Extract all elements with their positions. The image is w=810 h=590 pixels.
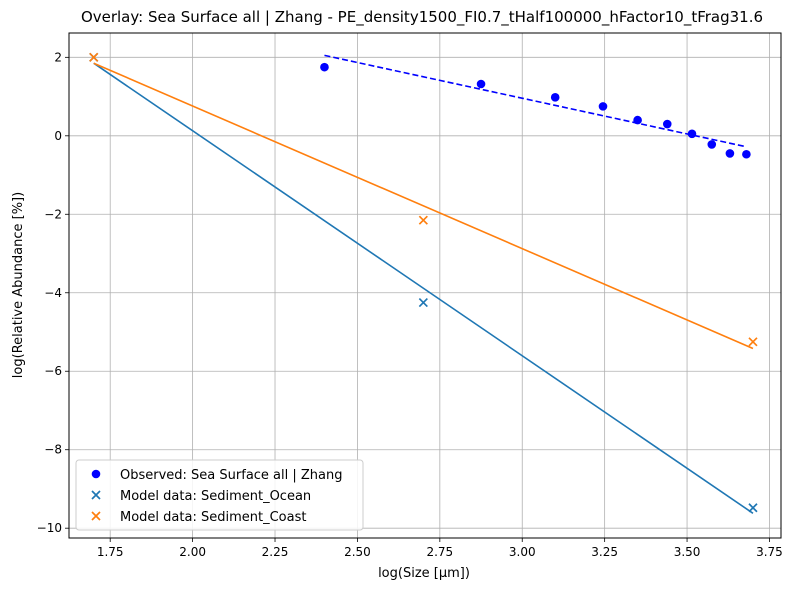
observed-point [598,102,608,111]
x-axis-label: log(Size [µm]) [378,566,470,581]
observed-point [662,119,672,129]
y-tick-label: −2 [44,207,62,221]
legend-label: Observed: Sea Surface all | Zhang [120,468,343,483]
legend-marker [91,469,101,479]
y-tick-label: 0 [54,129,62,143]
legend-label: Model data: Sediment_Ocean [120,489,311,504]
observed-point [707,140,717,149]
observed-point [687,129,697,139]
x-tick-label: 2.00 [179,545,206,559]
x-tick-label: 3.00 [509,545,536,559]
model-point [748,337,758,347]
legend: Observed: Sea Surface all | Zhang Model d… [75,459,364,531]
model-point [748,503,758,513]
y-axis-label: log(Relative Abundance [%]) [11,192,26,378]
y-tick-label: −4 [44,286,62,300]
x-tick-label: 2.25 [262,545,289,559]
fit-line [324,54,747,148]
data-marks [89,52,758,513]
legend-label: Model data: Sediment_Coast [120,510,306,525]
x-tick-label: 1.75 [97,545,124,559]
y-tick-label: −6 [44,364,62,378]
observed-point [633,115,642,125]
observed-point [742,149,751,159]
model-point [89,52,99,62]
y-tick-label: −10 [37,521,62,535]
model-point [418,215,428,225]
plot-frame [68,32,782,539]
fit-lines [93,54,754,514]
observed-point [320,62,329,72]
y-tick-label: −8 [44,443,62,457]
observed-point [476,79,486,89]
observed-point [725,149,735,158]
legend-marker [91,490,101,500]
x-tick-label: 2.75 [426,545,453,559]
x-tick-label: 2.50 [344,545,371,559]
x-tick-label: 3.25 [591,545,618,559]
y-tick-label: 2 [54,50,62,64]
fit-line [93,62,754,514]
legend-box [75,459,364,531]
model-point [418,297,428,308]
x-tick-label: 3.50 [674,545,701,559]
fit-line [93,62,754,350]
chart-title: Overlay: Sea Surface all | Zhang - PE_de… [81,8,763,27]
legend-marker [91,511,101,521]
y-axis-ticks: −10 −8 −6 −4 −2 0 2 [37,50,69,535]
x-tick-label: 3.75 [756,545,783,559]
x-axis-ticks: 1.75 2.00 2.25 2.50 2.75 3.00 3.25 3.50 3.75 [97,538,783,559]
grid [69,33,781,538]
observed-point [550,93,560,102]
